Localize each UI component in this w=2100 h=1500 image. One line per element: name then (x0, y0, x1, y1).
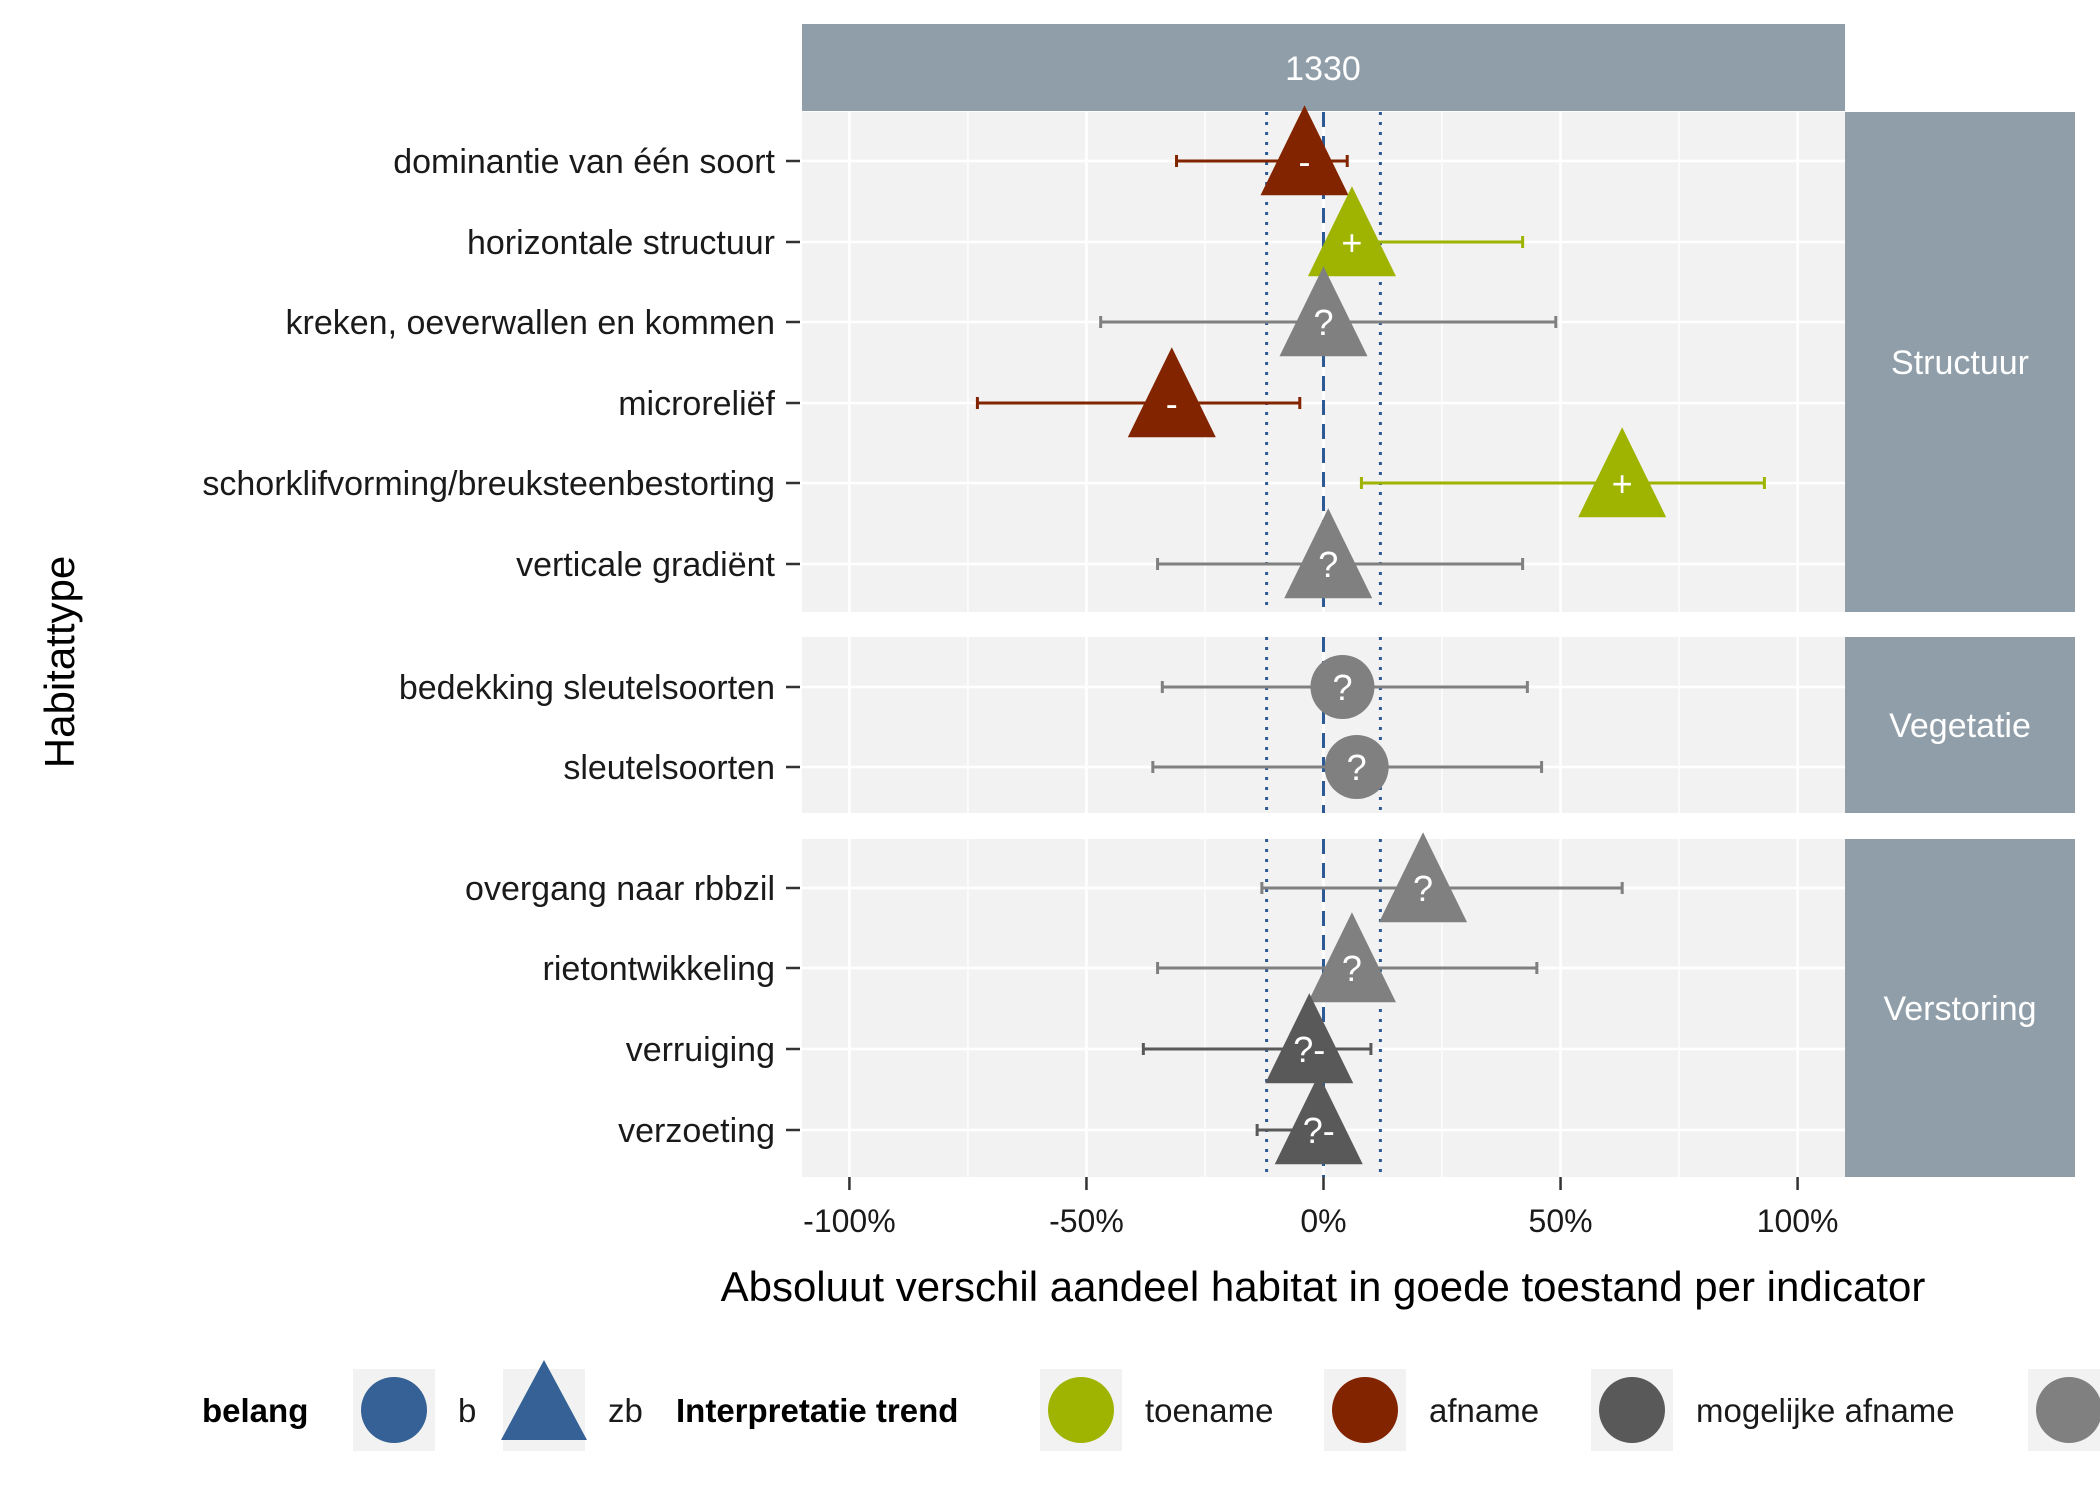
x-tick-label: 0% (1300, 1203, 1346, 1239)
x-tick-label: 50% (1529, 1203, 1593, 1239)
facet-strip-label: Vegetatie (1889, 707, 2031, 745)
facet-strip-vegetatie (1845, 637, 2075, 813)
facet-strip-top-bg (802, 24, 1845, 111)
point-triangle (1307, 186, 1396, 277)
point-schorklifvorming-breuksteenbestorting: + (1359, 427, 1766, 518)
point-triangle (1578, 427, 1667, 518)
point-triangle (1274, 1074, 1363, 1165)
row-label: verruiging (626, 1031, 775, 1069)
trend-symbol: ?- (1303, 1110, 1335, 1151)
legend-key-toename (1048, 1377, 1114, 1443)
point-dominantie-van-n-soort: - (1175, 105, 1349, 196)
x-tick-label: 100% (1757, 1203, 1839, 1239)
row-label: overgang naar rbbzil (465, 870, 775, 908)
legend-key-onbekend (2036, 1377, 2100, 1443)
point-triangle (1265, 993, 1354, 1084)
trend-symbol: ? (1342, 948, 1362, 989)
point-microreli-f: - (975, 347, 1302, 438)
row-label: bedekking sleutelsoorten (399, 669, 775, 707)
side-strips: Structuur Vegetatie Verstoring (1845, 112, 2075, 1177)
legend-label: b (458, 1392, 476, 1429)
trend-symbol: ? (1313, 302, 1333, 343)
row-label: kreken, oeverwallen en kommen (286, 304, 775, 342)
point-triangle (1260, 105, 1349, 196)
trend-symbol: + (1341, 222, 1362, 263)
legend-title-belang: belang (202, 1392, 308, 1429)
x-tick-label: -100% (803, 1203, 896, 1239)
point-circle (1324, 735, 1389, 799)
facet-label: 1330 (1285, 50, 1361, 88)
trend-symbol: - (1166, 383, 1178, 424)
trend-symbol: ? (1347, 747, 1367, 788)
point-verticale-gradi-nt: ? (1156, 508, 1525, 599)
point-triangle (1379, 832, 1468, 923)
point-verruiging: ?- (1141, 993, 1373, 1084)
legend-label: afname (1429, 1392, 1539, 1429)
facet-strip-structuur (1845, 112, 2075, 612)
row-labels: dominantie van één soort horizontale stru… (202, 143, 800, 1150)
trend-symbol: + (1612, 463, 1633, 504)
legend-label: toename (1145, 1392, 1273, 1429)
point-horizontale-structuur: + (1307, 186, 1525, 277)
facet-strip-label: Verstoring (1883, 990, 2036, 1028)
point-verzoeting: ?- (1255, 1074, 1363, 1165)
point-sleutelsoorten: ? (1151, 735, 1544, 799)
legend-key-mogelijke-afname (1599, 1377, 1665, 1443)
point-triangle (1307, 912, 1396, 1003)
facet-strip-label: Structuur (1891, 344, 2029, 382)
legend-label: mogelijke afname (1696, 1392, 1955, 1429)
row-label: verzoeting (618, 1112, 775, 1150)
point-circle (1310, 655, 1375, 719)
legend-key-circle (361, 1377, 427, 1443)
row-label: dominantie van één soort (393, 143, 775, 181)
legend-title-trend: Interpretatie trend (676, 1392, 958, 1429)
point-rietontwikkeling: ? (1156, 912, 1539, 1003)
row-label: sleutelsoorten (563, 749, 775, 787)
point-triangle (1279, 266, 1368, 357)
marks: -+?-+??????-?- (975, 105, 1766, 1165)
trend-symbol: ? (1413, 868, 1433, 909)
trend-symbol: ? (1332, 667, 1352, 708)
row-label: horizontale structuur (467, 224, 775, 262)
legend-label: zb (608, 1392, 643, 1429)
legend-key-triangle (501, 1360, 587, 1440)
x-axis-title: Absoluut verschil aandeel habitat in goe… (721, 1263, 1926, 1310)
row-label: schorklifvorming/breuksteenbestorting (202, 465, 775, 503)
point-triangle (1127, 347, 1216, 438)
facet-strip-top: 1330 (802, 24, 1845, 111)
trend-symbol: - (1299, 141, 1311, 182)
y-axis-title: Habitattype (36, 556, 83, 768)
x-tick-label: -50% (1049, 1203, 1124, 1239)
legend: belang b zb Interpretatie trend toename afnam… (202, 1360, 2100, 1451)
facet-strip-verstoring (1845, 839, 2075, 1177)
trend-symbol: ? (1318, 544, 1338, 585)
row-label: rietontwikkeling (543, 950, 775, 988)
x-axis: -100% -50% 0% 50% 100% (803, 1177, 1839, 1239)
row-label: verticale gradiënt (516, 546, 775, 584)
trend-symbol: ?- (1293, 1029, 1325, 1070)
legend-key-afname (1332, 1377, 1398, 1443)
point-bedekking-sleutelsoorten: ? (1160, 655, 1529, 719)
point-overgang-naar-rbbzil: ? (1260, 832, 1624, 923)
point-kreken-oeverwallen-en-kommen: ? (1099, 266, 1558, 357)
row-label: microreliëf (618, 385, 775, 423)
point-triangle (1284, 508, 1373, 599)
